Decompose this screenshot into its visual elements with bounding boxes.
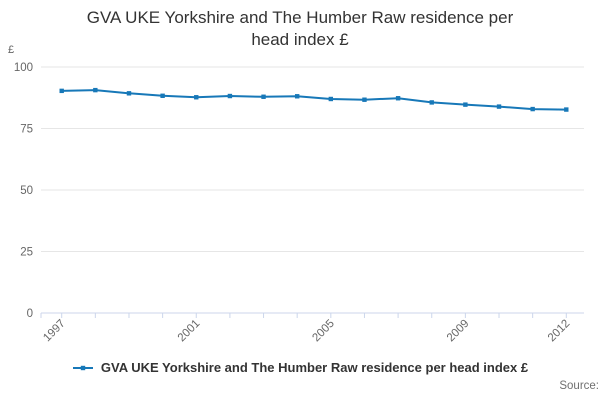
data-point	[126, 91, 132, 96]
data-point	[93, 87, 98, 93]
chart-title-line2: head index £	[251, 30, 349, 49]
data-point	[362, 97, 367, 102]
data-point	[59, 88, 64, 94]
series-markers[interactable]	[59, 87, 569, 112]
data-point	[395, 96, 401, 101]
gridlines	[41, 66, 584, 252]
svg-text:2009: 2009	[445, 318, 472, 345]
chart-title: GVA UKE Yorkshire and The Humber Raw res…	[0, 7, 600, 51]
legend-item[interactable]: GVA UKE Yorkshire and The Humber Raw res…	[0, 360, 600, 375]
x-tick-labels: 1997 2001 2005 2009 2012	[41, 318, 572, 345]
svg-text:1997: 1997	[41, 318, 68, 345]
data-point	[496, 104, 502, 109]
data-point	[227, 93, 233, 99]
data-point	[328, 96, 334, 102]
chart-title-line1: GVA UKE Yorkshire and The Humber Raw res…	[86, 8, 514, 27]
data-point	[261, 94, 266, 99]
svg-text:75: 75	[20, 124, 33, 136]
svg-text:0: 0	[27, 308, 33, 320]
legend-marker-icon	[72, 365, 93, 370]
svg-text:25: 25	[20, 247, 33, 259]
data-point	[463, 102, 468, 107]
svg-text:2001: 2001	[176, 318, 203, 345]
series-line	[60, 89, 568, 111]
svg-text:50: 50	[20, 185, 33, 197]
y-tick-labels: 0 25 50 75 100	[14, 62, 33, 320]
data-point	[294, 94, 300, 99]
data-point	[160, 93, 165, 98]
svg-text:2012: 2012	[546, 318, 573, 345]
source-credit: Source:	[559, 380, 599, 392]
legend-label: GVA UKE Yorkshire and The Humber Raw res…	[100, 360, 529, 375]
data-point	[564, 107, 569, 112]
axis-ticks	[40, 313, 567, 318]
y-axis-unit-label: £	[8, 44, 15, 56]
data-point	[194, 95, 199, 100]
svg-text:2005: 2005	[310, 318, 337, 345]
svg-text:100: 100	[14, 62, 33, 74]
data-point	[530, 106, 535, 112]
data-point	[429, 100, 434, 105]
